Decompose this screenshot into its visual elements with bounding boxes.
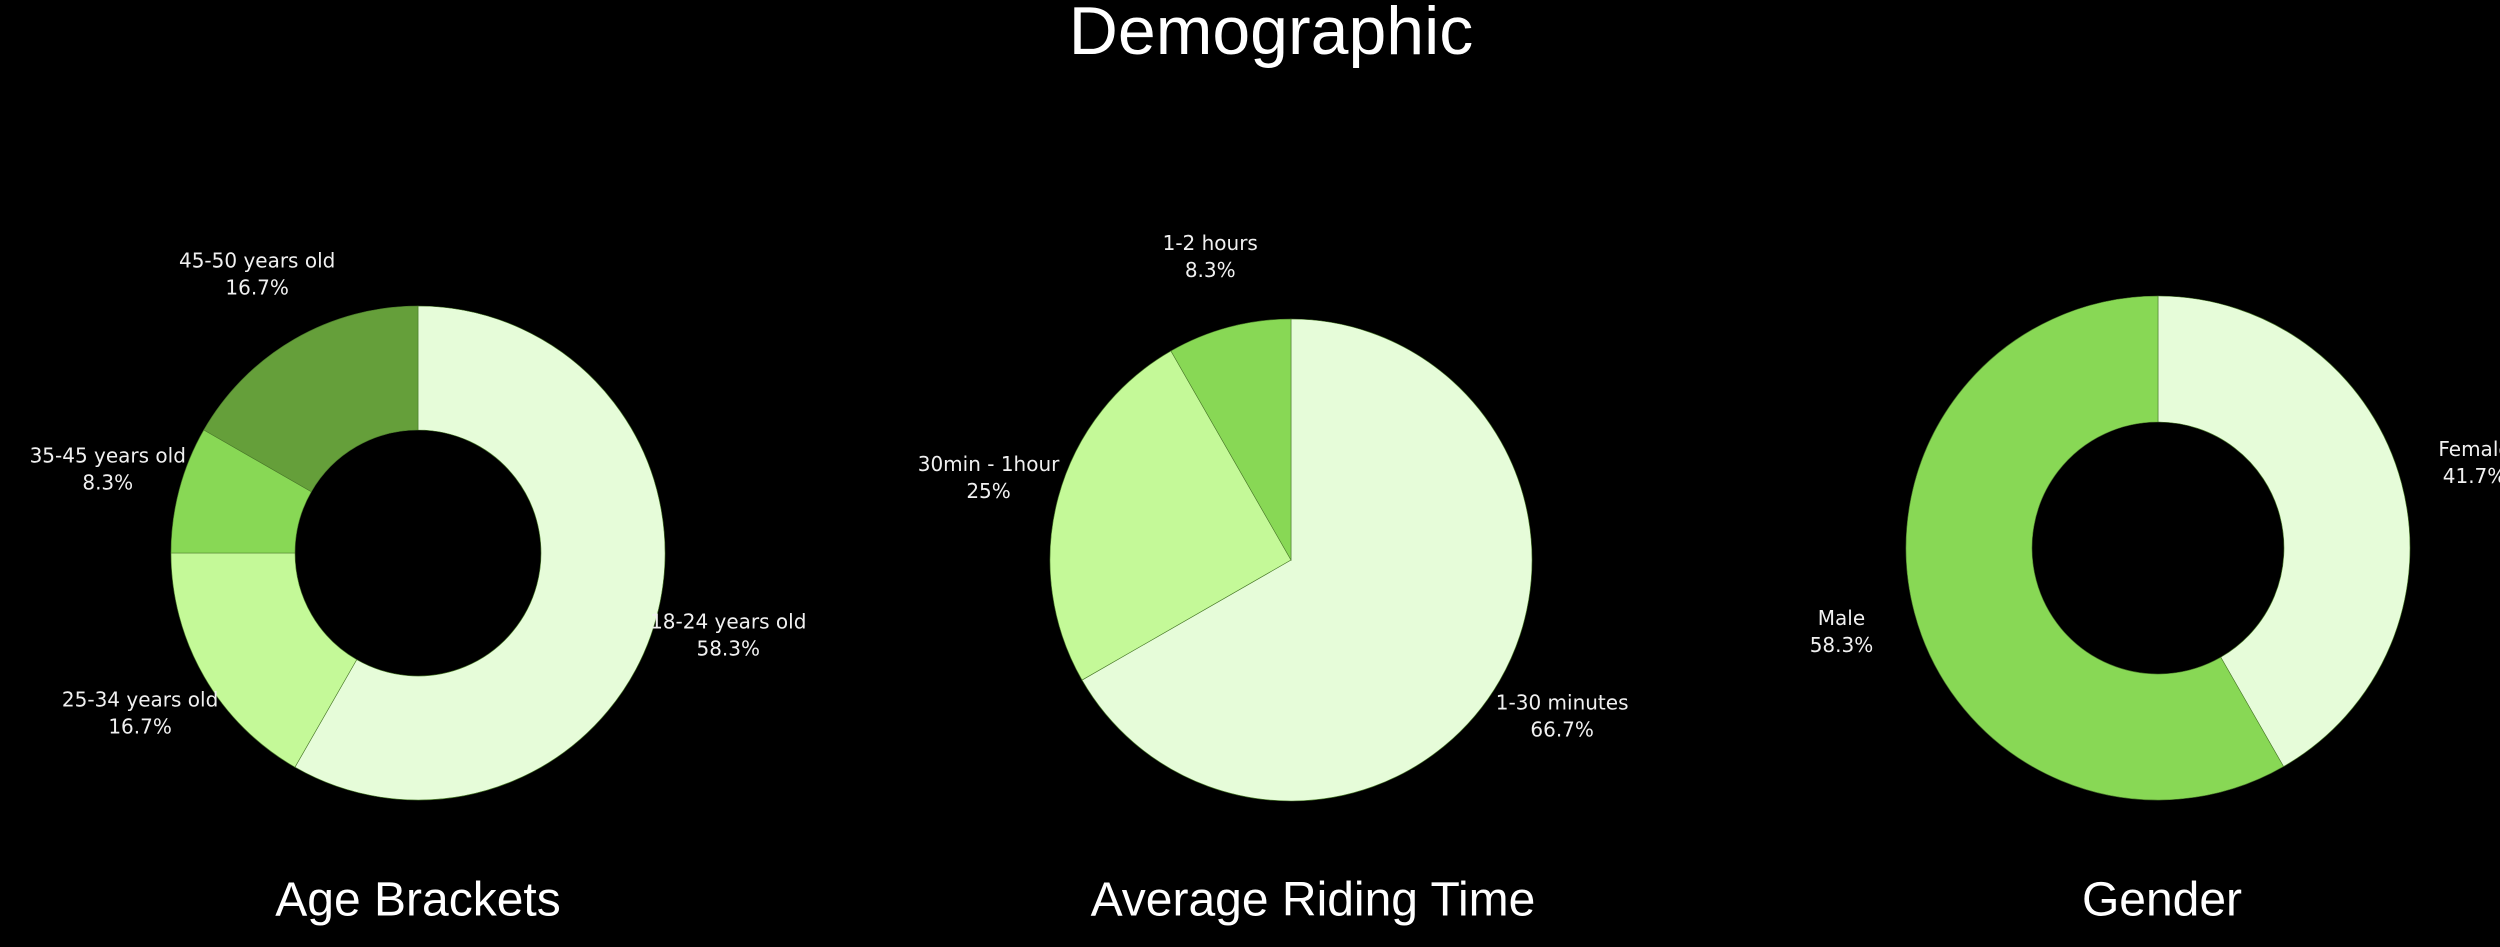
chart: Female 41.7% Male 58.3% Gender	[1810, 295, 2500, 927]
slice-label: 25-34 years old	[62, 687, 218, 711]
slice-value-label: 66.7%	[1530, 717, 1594, 741]
slice	[294, 305, 666, 801]
slice-value-label: 25%	[966, 479, 1010, 503]
page-title: Demographic	[1069, 0, 1473, 69]
slice-label: Male	[1818, 606, 1865, 630]
chart-title: Age Brackets	[275, 874, 560, 927]
slice-label: 30min - 1hour	[918, 452, 1060, 476]
chart-title: Gender	[2082, 874, 2242, 927]
slice-label: 1-2 hours	[1163, 231, 1258, 255]
slice-label: 18-24 years old	[650, 609, 806, 633]
slice-label: Female	[2438, 437, 2500, 461]
slice-label: 35-45 years old	[30, 444, 186, 468]
chart-title: Average Riding Time	[1091, 874, 1536, 927]
slice	[203, 305, 419, 493]
slice	[170, 552, 358, 768]
slice-value-label: 8.3%	[1185, 258, 1236, 282]
slice-label: 1-30 minutes	[1496, 690, 1629, 714]
chart: 1-30 minutes 66.7% 30min - 1hour 25% 1-2 hou…	[918, 231, 1629, 927]
slice	[2157, 295, 2411, 767]
slice	[1170, 318, 1292, 562]
slice	[1081, 318, 1533, 802]
slice-value-label: 58.3%	[696, 636, 760, 660]
slice-value-label: 16.7%	[108, 714, 172, 738]
slice-label: 45-50 years old	[179, 249, 335, 273]
slice-value-label: 8.3%	[82, 471, 133, 495]
slice	[1905, 295, 2284, 801]
chart: 18-24 years old 58.3% 25-34 years old 16.7%…	[30, 249, 807, 927]
slice-value-label: 58.3%	[1810, 633, 1874, 657]
slice-value-label: 41.7%	[2443, 464, 2500, 488]
slice	[1049, 350, 1292, 681]
slice-value-label: 16.7%	[225, 276, 289, 300]
